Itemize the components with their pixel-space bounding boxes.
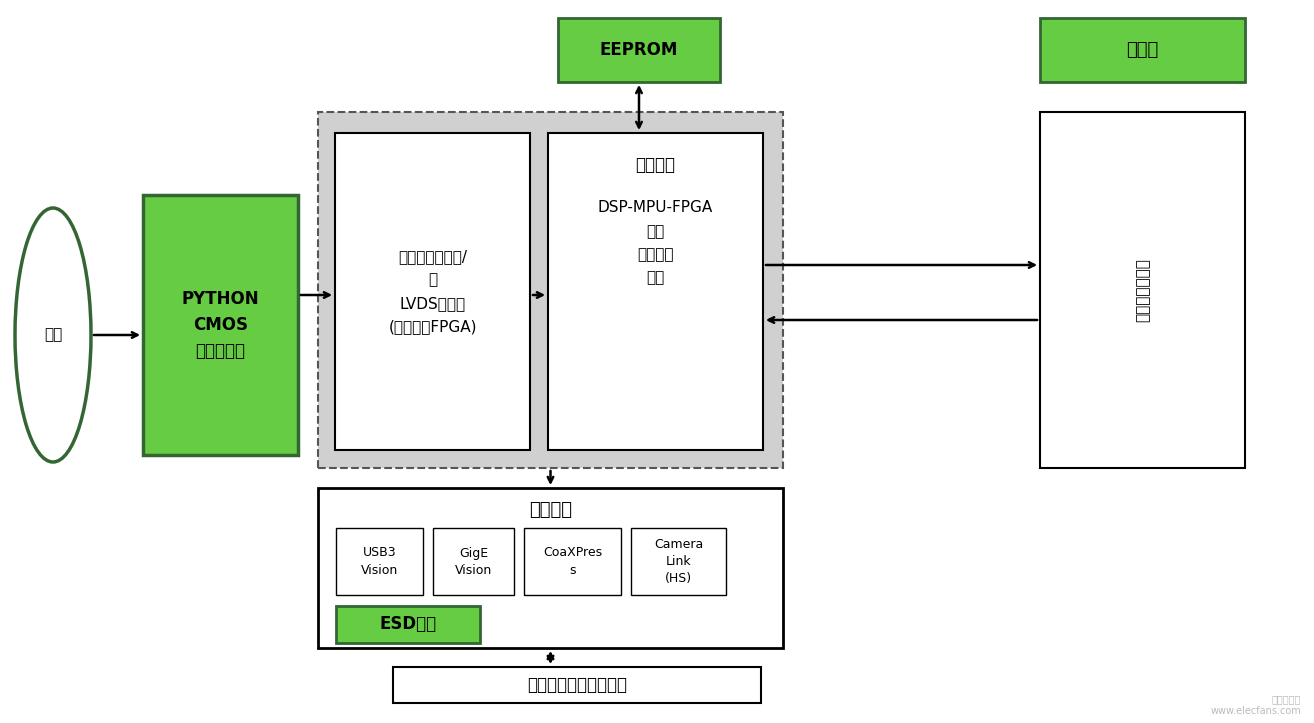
Bar bbox=[1039, 112, 1244, 468]
Text: 板电源: 板电源 bbox=[1126, 41, 1159, 59]
Text: ESD保护: ESD保护 bbox=[380, 615, 436, 633]
Text: 捕获引擎: 捕获引擎 bbox=[636, 156, 675, 174]
Text: 镜头: 镜头 bbox=[43, 328, 62, 343]
Text: USB3
Vision: USB3 Vision bbox=[361, 547, 398, 576]
Bar bbox=[524, 528, 622, 595]
Bar bbox=[631, 528, 727, 595]
Text: Camera
Link
(HS): Camera Link (HS) bbox=[654, 538, 703, 585]
Text: PYTHON
CMOS
图像传感器: PYTHON CMOS 图像传感器 bbox=[181, 290, 259, 360]
Text: 高速存储器接口: 高速存储器接口 bbox=[1135, 258, 1150, 322]
Bar bbox=[558, 18, 720, 82]
Ellipse shape bbox=[14, 208, 91, 462]
Text: 主机计算机捕获和控制: 主机计算机捕获和控制 bbox=[527, 676, 627, 694]
Bar bbox=[335, 133, 530, 450]
Bar bbox=[143, 195, 298, 455]
Bar bbox=[548, 133, 763, 450]
Text: DSP-MPU-FPGA
分析
图像处理
编码: DSP-MPU-FPGA 分析 图像处理 编码 bbox=[598, 200, 714, 286]
Text: CoaXPres
s: CoaXPres s bbox=[543, 547, 602, 576]
Text: EEPROM: EEPROM bbox=[599, 41, 678, 59]
Text: 视频接口: 视频接口 bbox=[530, 501, 572, 519]
Bar bbox=[393, 667, 761, 703]
Bar bbox=[318, 112, 783, 468]
Bar bbox=[434, 528, 514, 595]
Text: GigE
Vision: GigE Vision bbox=[455, 547, 493, 576]
Bar bbox=[336, 528, 423, 595]
Bar bbox=[318, 488, 783, 648]
Text: 图像传感器接口/
桥
LVDS或并行
(通常采用FPGA): 图像传感器接口/ 桥 LVDS或并行 (通常采用FPGA) bbox=[388, 249, 477, 334]
Bar bbox=[336, 606, 480, 643]
Text: 电子发烧友
www.elecfans.com: 电子发烧友 www.elecfans.com bbox=[1210, 694, 1301, 716]
Bar bbox=[1039, 18, 1244, 82]
